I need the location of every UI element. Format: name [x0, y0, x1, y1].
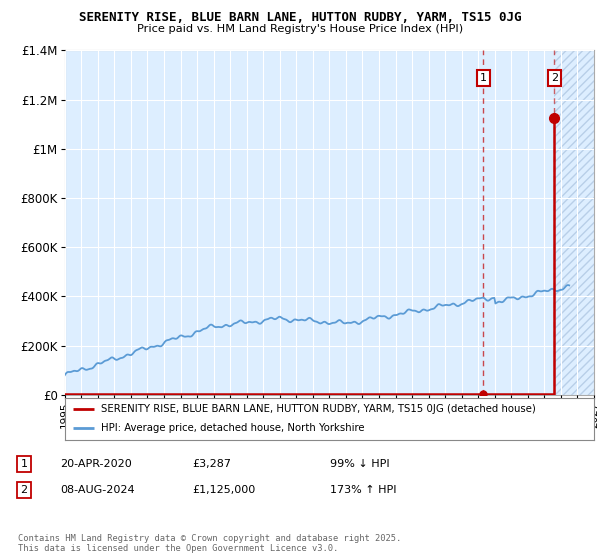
- Text: £1,125,000: £1,125,000: [192, 485, 255, 495]
- Text: HPI: Average price, detached house, North Yorkshire: HPI: Average price, detached house, Nort…: [101, 423, 364, 433]
- Text: 99% ↓ HPI: 99% ↓ HPI: [330, 459, 389, 469]
- Text: 1: 1: [20, 459, 28, 469]
- Text: 2: 2: [20, 485, 28, 495]
- Text: 08-AUG-2024: 08-AUG-2024: [60, 485, 134, 495]
- Text: 173% ↑ HPI: 173% ↑ HPI: [330, 485, 397, 495]
- Text: SERENITY RISE, BLUE BARN LANE, HUTTON RUDBY, YARM, TS15 0JG: SERENITY RISE, BLUE BARN LANE, HUTTON RU…: [79, 11, 521, 24]
- Text: Price paid vs. HM Land Registry's House Price Index (HPI): Price paid vs. HM Land Registry's House …: [137, 24, 463, 34]
- Text: 1: 1: [479, 73, 487, 83]
- Text: £3,287: £3,287: [192, 459, 231, 469]
- Text: 2: 2: [551, 73, 558, 83]
- Bar: [554, 50, 594, 395]
- Text: 20-APR-2020: 20-APR-2020: [60, 459, 132, 469]
- Text: SERENITY RISE, BLUE BARN LANE, HUTTON RUDBY, YARM, TS15 0JG (detached house): SERENITY RISE, BLUE BARN LANE, HUTTON RU…: [101, 404, 536, 414]
- Text: Contains HM Land Registry data © Crown copyright and database right 2025.
This d: Contains HM Land Registry data © Crown c…: [18, 534, 401, 553]
